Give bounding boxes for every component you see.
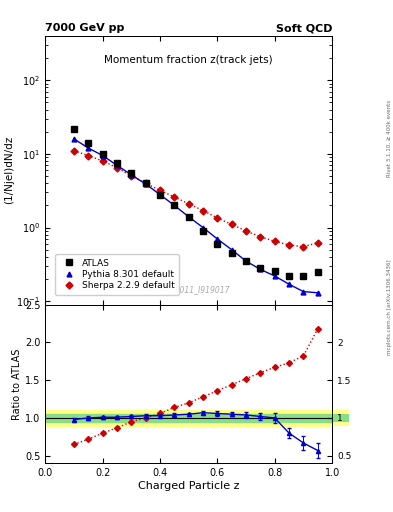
Pythia 8.301 default [301,289,306,295]
Pythia 8.301 default [272,273,277,279]
Text: Momentum fraction z(track jets): Momentum fraction z(track jets) [104,55,273,65]
ATLAS [186,214,191,220]
Text: mcplots.cern.ch [arXiv:1306.3436]: mcplots.cern.ch [arXiv:1306.3436] [387,260,392,355]
Pythia 8.301 default [201,224,206,230]
Pythia 8.301 default [158,191,162,198]
Bar [332,411,349,425]
Sherpa 2.2.9 default [143,180,148,186]
ATLAS [100,151,105,157]
Pythia 8.301 default [72,136,76,142]
Sherpa 2.2.9 default [301,244,306,250]
ATLAS [86,140,90,146]
ATLAS [272,268,277,274]
Y-axis label: Ratio to ATLAS: Ratio to ATLAS [12,348,22,420]
Bar [332,414,349,422]
Sherpa 2.2.9 default [272,238,277,244]
ATLAS [129,170,134,176]
ATLAS [72,125,76,132]
ATLAS [201,228,206,234]
ATLAS [258,265,263,271]
Sherpa 2.2.9 default [115,164,119,170]
Sherpa 2.2.9 default [244,228,248,234]
Bar [45,414,332,422]
ATLAS [215,241,220,247]
Pythia 8.301 default [143,181,148,187]
Sherpa 2.2.9 default [172,194,177,200]
ATLAS [301,273,306,279]
ATLAS [244,258,248,264]
Sherpa 2.2.9 default [186,201,191,207]
ATLAS [115,160,119,166]
Pythia 8.301 default [172,202,177,208]
Pythia 8.301 default [186,214,191,220]
Sherpa 2.2.9 default [215,215,220,221]
Pythia 8.301 default [100,153,105,159]
Sherpa 2.2.9 default [287,242,292,248]
X-axis label: Charged Particle z: Charged Particle z [138,481,239,491]
ATLAS [172,202,177,208]
Sherpa 2.2.9 default [72,148,76,154]
Pythia 8.301 default [115,162,119,168]
Pythia 8.301 default [129,172,134,178]
Sherpa 2.2.9 default [100,158,105,164]
Text: 7000 GeV pp: 7000 GeV pp [45,23,125,33]
Line: Pythia 8.301 default: Pythia 8.301 default [72,136,320,295]
Sherpa 2.2.9 default [201,207,206,214]
Pythia 8.301 default [258,266,263,272]
ATLAS [287,273,292,279]
Sherpa 2.2.9 default [129,173,134,179]
Pythia 8.301 default [287,281,292,287]
Pythia 8.301 default [86,145,90,151]
ATLAS [158,191,162,198]
Pythia 8.301 default [215,236,220,242]
Pythia 8.301 default [230,247,234,253]
Sherpa 2.2.9 default [230,221,234,227]
Sherpa 2.2.9 default [158,187,162,194]
ATLAS [230,250,234,256]
Pythia 8.301 default [315,290,320,296]
Pythia 8.301 default [244,258,248,264]
Sherpa 2.2.9 default [86,153,90,159]
Y-axis label: (1/Njel)dN/dz: (1/Njel)dN/dz [4,136,14,204]
Legend: ATLAS, Pythia 8.301 default, Sherpa 2.2.9 default: ATLAS, Pythia 8.301 default, Sherpa 2.2.… [55,254,179,295]
ATLAS [143,180,148,186]
Line: Sherpa 2.2.9 default: Sherpa 2.2.9 default [72,148,320,249]
Bar [45,411,332,425]
Text: Rivet 3.1.10, ≥ 400k events: Rivet 3.1.10, ≥ 400k events [387,100,392,177]
Line: ATLAS: ATLAS [70,125,321,280]
Sherpa 2.2.9 default [258,233,263,240]
Text: ATLAS_2011_I919017: ATLAS_2011_I919017 [147,285,230,294]
Sherpa 2.2.9 default [315,240,320,246]
ATLAS [315,269,320,275]
Text: Soft QCD: Soft QCD [275,23,332,33]
